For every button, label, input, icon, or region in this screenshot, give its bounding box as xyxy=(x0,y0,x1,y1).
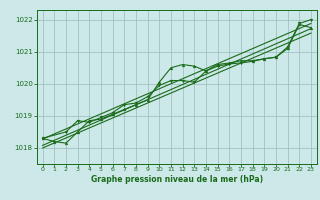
X-axis label: Graphe pression niveau de la mer (hPa): Graphe pression niveau de la mer (hPa) xyxy=(91,175,263,184)
